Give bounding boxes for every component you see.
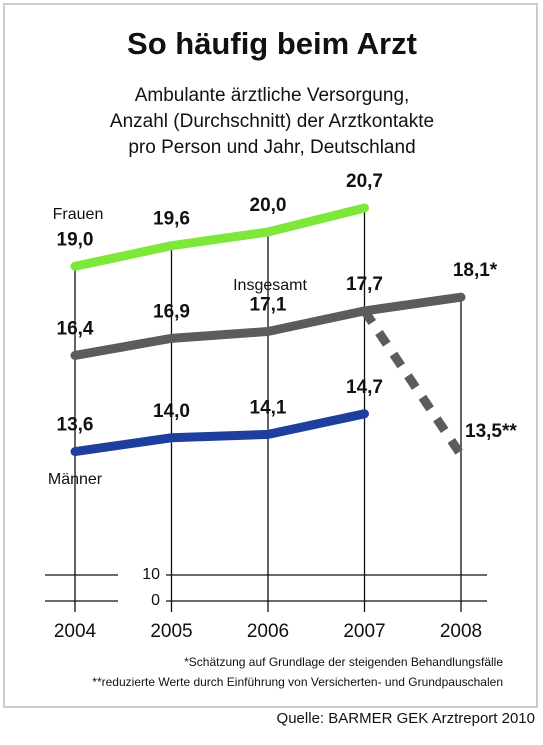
value-label: 17,1: [250, 294, 287, 315]
value-label: 16,9: [153, 301, 190, 322]
x-tick-label: 2004: [54, 621, 97, 642]
subtitle: Anzahl (Durchschnitt) der Arztkontakte: [110, 111, 434, 132]
subtitle: pro Person und Jahr, Deutschland: [128, 137, 415, 158]
value-label: 17,7: [346, 274, 383, 295]
x-tick-label: 2005: [150, 621, 192, 642]
tick-bg: [118, 593, 166, 609]
value-label: 20,0: [250, 195, 287, 216]
footnote: **reduzierte Werte durch Einführung von …: [92, 675, 503, 689]
series-line: [70, 409, 369, 457]
x-tick-label: 2006: [247, 621, 289, 642]
subtitle: Ambulante ärztliche Versorgung,: [135, 85, 410, 106]
value-label: 14,0: [153, 401, 190, 422]
x-tick-label: 2007: [343, 621, 385, 642]
series-line: [70, 292, 466, 360]
value-label: 19,6: [153, 209, 190, 230]
series-name: Insgesamt: [233, 277, 307, 294]
value-label: 14,1: [250, 397, 287, 418]
frame: [3, 3, 538, 708]
y-tick-label: 10: [142, 566, 160, 583]
value-label: 19,0: [57, 229, 94, 250]
value-label: 13,6: [57, 415, 94, 436]
value-label: 16,4: [57, 318, 94, 339]
value-label: 13,5**: [465, 421, 517, 442]
value-label: 14,7: [346, 377, 383, 398]
dashed-line: [360, 308, 465, 458]
chart-title: So häufig beim Arzt: [127, 26, 417, 61]
series-line: [70, 203, 369, 271]
tick-bg: [118, 567, 166, 583]
series-name: Frauen: [53, 206, 104, 223]
value-label: 18,1*: [453, 260, 498, 281]
y-tick-label: 0: [151, 592, 160, 609]
x-tick-label: 2008: [440, 621, 482, 642]
value-label: 20,7: [346, 171, 383, 192]
series-name: Männer: [48, 471, 103, 488]
footnote: *Schätzung auf Grundlage der steigenden …: [184, 655, 503, 669]
source: Quelle: BARMER GEK Arztreport 2010: [277, 710, 535, 727]
